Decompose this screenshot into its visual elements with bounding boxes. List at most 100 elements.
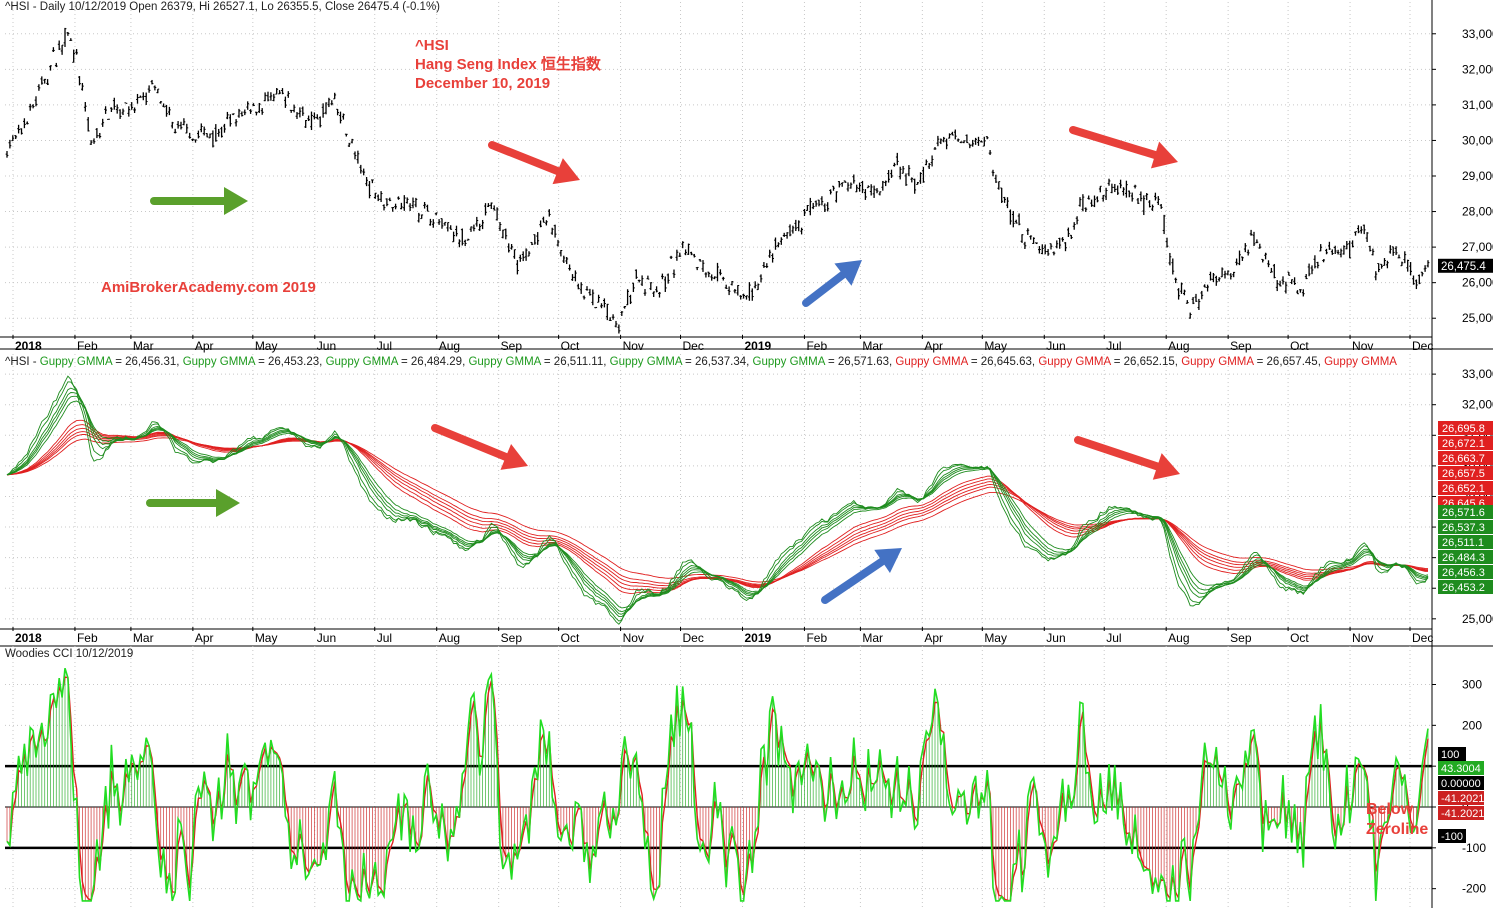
red-arrow [1152,453,1180,480]
red-arrow [488,141,562,176]
x-tick-label: Oct [1290,339,1309,353]
red-arrow [552,158,580,185]
gmma-right-label: 26,484.3 [1442,552,1485,564]
x-tick-label: May [255,339,278,353]
price-y-tick-label: 32,000 [1462,62,1493,76]
last-close-badge [1438,258,1493,273]
x-tick-label: Aug [439,631,460,645]
x-tick-label: Dec [683,339,704,353]
x-tick-label: Feb [806,631,827,645]
cci-right-label: -100 [1441,831,1463,843]
price-y-tick-label: 30,000 [1462,133,1493,147]
gmma-header-prefix: ^HSI - [5,356,40,368]
gmma-label-bg [1438,550,1493,564]
cci-label-bg [1438,776,1484,790]
gmma-header-series: Guppy GMMA [325,356,398,368]
cci-label-bg [1438,747,1466,761]
gmma-right-label: 26,695.8 [1442,423,1485,435]
gmma-label-bg [1438,436,1493,450]
x-tick-label: Mar [133,339,154,353]
gmma-short-line [6,381,1429,622]
cci-panel-header: Woodies CCI 10/12/2019 [5,648,133,660]
index-name-label: Hang Seng Index 恒生指数 [415,56,601,73]
cci-right-label: 0.00000 [1441,778,1481,790]
gmma-header-value: = 26,657.45, [1253,356,1325,368]
red-arrow [1069,126,1160,160]
price-y-tick-label: 31,000 [1462,98,1493,112]
gmma-header-series: Guppy GMMA [895,356,968,368]
x-tick-label: Apr [924,339,943,353]
cci-y-tick-label: -200 [1462,882,1486,896]
gmma-label-bg [1438,451,1493,465]
gmma-y-tick-label: 32,000 [1462,398,1493,412]
x-tick-label: Aug [1168,631,1189,645]
x-tick-label: Jul [377,631,392,645]
blue-arrow [802,270,847,307]
cci-right-label: -41.2021 [1441,808,1484,820]
gmma-short-line [6,375,1429,625]
x-tick-label: May [255,631,278,645]
x-tick-label: Oct [561,631,580,645]
gmma-right-label: 26,657.5 [1442,468,1485,480]
gmma-right-label: 26,672.1 [1442,438,1485,450]
cci-label-bg [1438,806,1484,820]
x-tick-label: Jun [317,339,336,353]
gmma-header-series: Guppy GMMA [1181,356,1254,368]
x-tick-label: Jun [1046,631,1065,645]
gmma-header-series: Guppy GMMA [609,356,682,368]
site-watermark: AmiBrokerAcademy.com 2019 [101,279,316,296]
gmma-header-series: Guppy GMMA [752,356,825,368]
gmma-label-bg [1438,580,1493,594]
price-y-tick-label: 33,000 [1462,27,1493,41]
gmma-header-series: Guppy GMMA [1038,356,1111,368]
cci-y-tick-label: -100 [1462,841,1486,855]
cci-label-bg [1438,829,1466,843]
gmma-header-value: = 26,645.63, [967,356,1039,368]
gmma-right-label: 26,663.7 [1442,453,1485,465]
gmma-label-bg [1438,535,1493,549]
gmma-short-line [6,387,1429,618]
gmma-right-label: 26,571.6 [1442,507,1485,519]
gmma-y-tick-label: 25,000 [1462,612,1493,626]
x-tick-label: Sep [501,339,523,353]
gmma-header-value: = 26,484.29, [397,356,469,368]
gmma-header-value: = 26,456.31, [112,356,183,368]
gmma-label-bg [1438,520,1493,534]
cci-right-label: 43.3004 [1441,763,1481,775]
gmma-right-label: 26,537.3 [1442,522,1485,534]
price-y-tick-label: 25,000 [1462,311,1493,325]
blue-arrow [834,260,862,286]
x-tick-label: Jul [377,339,392,353]
x-tick-label: Sep [501,631,523,645]
gmma-header-series: Guppy GMMA [39,356,113,368]
price-y-tick-label: 26,000 [1462,276,1493,290]
red-arrow [1150,141,1178,169]
price-y-tick-label: 27,000 [1462,240,1493,254]
x-tick-label: Oct [561,339,580,353]
x-tick-label: Sep [1230,339,1252,353]
gmma-panel-header: ^HSI - Guppy GMMA = 26,456.31, Guppy GMM… [5,356,1397,368]
cci-y-tick-label: 200 [1462,718,1482,732]
gmma-header-series: Guppy GMMA [468,356,541,368]
cci-line [6,667,1429,903]
x-tick-label: Nov [1352,339,1373,353]
gmma-short-line [6,400,1429,609]
x-tick-label: Apr [195,339,214,353]
gmma-right-label: 26,453.2 [1442,582,1485,594]
x-tick-label: May [984,631,1007,645]
gmma-header-value: = 26,453.23, [254,356,326,368]
x-tick-label: 2018 [15,631,42,645]
price-y-tick-label: 29,000 [1462,169,1493,183]
gmma-label-bg [1438,565,1493,579]
gmma-right-label: 26,652.1 [1442,483,1485,495]
red-arrow [1074,436,1162,471]
gmma-label-bg [1438,481,1493,495]
cci-right-label: 100 [1441,749,1459,761]
green-arrow [216,489,240,517]
date-label: December 10, 2019 [415,75,551,92]
last-close-label: 26,475.4 [1441,261,1486,273]
gmma-header-value: = 26,511.11, [540,356,610,368]
x-tick-label: Aug [1168,339,1189,353]
x-tick-label: May [984,339,1007,353]
